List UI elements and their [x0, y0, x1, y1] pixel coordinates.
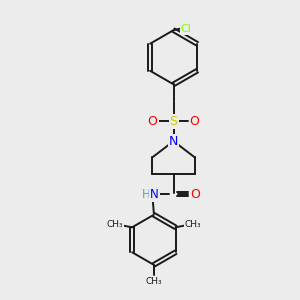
- Text: N: N: [149, 188, 158, 201]
- Text: HN: HN: [142, 188, 159, 201]
- Text: H: H: [142, 188, 150, 201]
- Text: CH₃: CH₃: [107, 220, 123, 229]
- Text: O: O: [190, 188, 200, 201]
- Text: S: S: [169, 115, 178, 128]
- Text: N: N: [169, 135, 178, 148]
- Text: CH₃: CH₃: [146, 278, 162, 286]
- Text: CH₃: CH₃: [184, 220, 201, 229]
- Text: O: O: [190, 115, 200, 128]
- Text: O: O: [148, 115, 158, 128]
- Text: Cl: Cl: [181, 24, 192, 34]
